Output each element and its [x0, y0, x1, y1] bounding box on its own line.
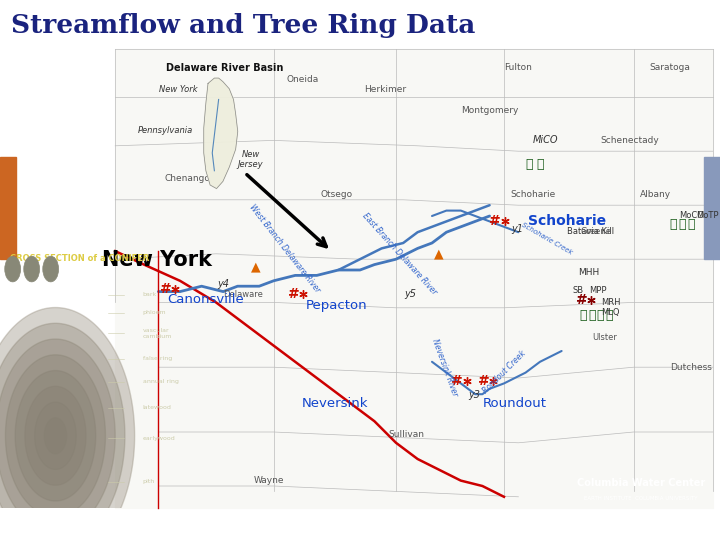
Text: Otsego: Otsego	[321, 190, 353, 199]
Text: vascular
cambium: vascular cambium	[143, 328, 172, 339]
Text: annual ring: annual ring	[143, 380, 179, 384]
Text: Sullivan: Sullivan	[389, 430, 425, 439]
Text: #: #	[288, 287, 300, 301]
Text: Fulton: Fulton	[505, 63, 532, 72]
Text: y5: y5	[405, 289, 416, 299]
Text: pith: pith	[143, 480, 155, 484]
Bar	[0, 157, 16, 259]
Polygon shape	[0, 308, 135, 540]
Text: #: #	[478, 374, 490, 388]
Text: 🌲: 🌲	[588, 309, 595, 322]
Text: Chenango: Chenango	[164, 174, 210, 183]
Polygon shape	[35, 402, 76, 469]
Text: Delaware River Basin: Delaware River Basin	[166, 63, 284, 73]
Text: MRH: MRH	[600, 298, 621, 307]
Text: 🌲: 🌲	[679, 218, 686, 231]
Text: bark: bark	[143, 292, 157, 297]
Text: SB: SB	[572, 286, 584, 295]
Text: MLQ: MLQ	[601, 308, 620, 316]
Circle shape	[5, 256, 21, 282]
Circle shape	[42, 256, 58, 282]
Text: y4: y4	[217, 279, 229, 289]
Text: #: #	[160, 282, 171, 296]
Text: Streamflow and Tree Ring Data: Streamflow and Tree Ring Data	[11, 14, 475, 38]
Text: West Branch Delaware River: West Branch Delaware River	[247, 202, 322, 294]
Text: Pennsylvania: Pennsylvania	[138, 126, 193, 136]
Text: y1: y1	[511, 225, 523, 234]
Text: #: #	[451, 374, 463, 388]
Text: Rondout Creek: Rondout Creek	[481, 349, 527, 396]
Text: Montgomery: Montgomery	[461, 106, 518, 115]
Text: Wayne: Wayne	[253, 476, 284, 485]
Text: ▲: ▲	[251, 261, 261, 274]
Text: Oneida: Oneida	[287, 76, 318, 84]
Text: Batavia Kill: Batavia Kill	[567, 227, 614, 235]
Text: #: #	[576, 293, 588, 307]
Text: 🌲: 🌲	[688, 218, 695, 231]
Text: #: #	[490, 214, 501, 228]
Bar	[115, 49, 713, 508]
Polygon shape	[45, 418, 66, 454]
Text: Schoharie: Schoharie	[528, 214, 606, 228]
Text: Greene: Greene	[580, 227, 612, 235]
Text: 🌲: 🌲	[670, 218, 677, 231]
Text: Schenectady: Schenectady	[600, 136, 660, 145]
Text: Delaware: Delaware	[223, 291, 264, 299]
Text: MiCO: MiCO	[533, 136, 559, 145]
Text: 🌲: 🌲	[536, 158, 544, 171]
Text: 🌲: 🌲	[580, 309, 587, 322]
Text: 🌲: 🌲	[606, 309, 613, 322]
Text: MHH: MHH	[578, 268, 600, 277]
Text: Roundout: Roundout	[483, 397, 546, 410]
Text: New
Jersey: New Jersey	[238, 150, 264, 169]
Polygon shape	[204, 78, 238, 188]
Text: MPP: MPP	[589, 286, 606, 295]
Text: CROSS SECTION of a CONIFER: CROSS SECTION of a CONIFER	[9, 254, 149, 263]
Text: MoTP: MoTP	[696, 212, 719, 220]
Polygon shape	[25, 386, 86, 485]
Text: 🌲: 🌲	[526, 158, 533, 171]
Polygon shape	[0, 323, 125, 540]
Text: 🌲: 🌲	[597, 309, 604, 322]
Bar	[704, 157, 720, 259]
Text: Schoharie Creek: Schoharie Creek	[521, 222, 574, 255]
Polygon shape	[6, 355, 105, 517]
Text: Canonsville: Canonsville	[167, 293, 243, 306]
Text: Saratoga: Saratoga	[649, 63, 690, 72]
Text: Neversink: Neversink	[302, 397, 368, 410]
Text: latewood: latewood	[143, 405, 171, 410]
Text: Pepacton: Pepacton	[306, 299, 368, 312]
Text: ▲: ▲	[434, 247, 444, 260]
Text: earlywood: earlywood	[143, 436, 175, 441]
Text: y3: y3	[468, 390, 480, 400]
Text: New York: New York	[159, 85, 197, 94]
Polygon shape	[0, 339, 115, 532]
Text: Albany: Albany	[639, 190, 671, 199]
Text: phloem: phloem	[143, 310, 166, 315]
Text: EARTH INSTITUTE  COLUMBIA UNIVERSITY: EARTH INSTITUTE COLUMBIA UNIVERSITY	[584, 496, 698, 501]
Text: Ulster: Ulster	[593, 333, 617, 342]
Text: Neversink River: Neversink River	[431, 338, 459, 397]
Text: New York: New York	[102, 250, 212, 271]
Text: Columbia Water Center: Columbia Water Center	[577, 478, 705, 488]
Polygon shape	[15, 370, 96, 501]
Text: East Branch Delaware River: East Branch Delaware River	[361, 211, 438, 296]
Text: Herkimer: Herkimer	[364, 85, 406, 93]
Text: Schoharie: Schoharie	[510, 190, 555, 199]
Circle shape	[24, 256, 40, 282]
Text: false ring: false ring	[143, 356, 172, 361]
Text: MoCO: MoCO	[679, 212, 703, 220]
Text: Dutchess: Dutchess	[670, 363, 712, 372]
